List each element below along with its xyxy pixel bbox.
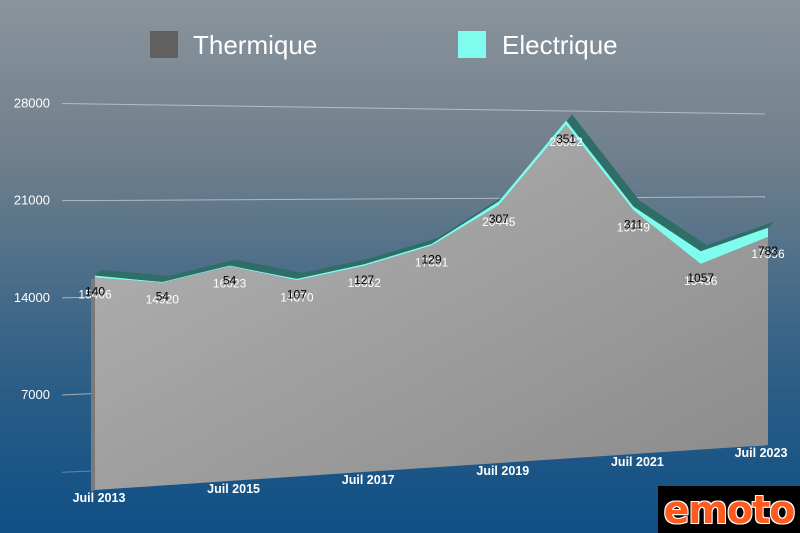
thermique-value-label: 17331 [415,256,449,270]
x-tick-label: Juil 2017 [342,473,395,487]
y-axis: 7000 14000 21000 28000 [14,96,50,403]
electrique-value-label: 54 [223,273,237,287]
legend-swatch-electrique [458,31,486,58]
x-tick-label: Juil 2021 [611,455,664,469]
electrique-value-label: 311 [624,217,643,231]
electrique-value-label: 129 [421,253,441,267]
x-tick-label: Juil 2019 [476,464,529,478]
area-thermique [95,124,768,490]
y-tick-label: 28000 [14,96,50,111]
y-tick-label: 21000 [14,193,50,208]
legend-label-thermique: Thermique [193,30,317,60]
electrique-value-label: 107 [287,287,307,301]
electrique-value-label: 54 [156,290,170,304]
thermique-value-label: 17596 [751,247,785,261]
electrique-value-label: 127 [354,273,374,287]
thermique-value-label: 15852 [348,276,382,290]
x-tick-label: Juil 2015 [207,482,260,496]
x-axis: Juil 2013 Juil 2015 Juil 2017 Juil 2019 Juil… [73,446,788,505]
y-tick-label: 14000 [14,290,50,305]
logo-text: emoto [663,487,796,532]
thermique-value-label: 19949 [617,220,651,234]
thermique-value-label: 15406 [78,288,112,302]
emoto-logo[interactable]: emoto [658,486,800,533]
electrique-value-label: 783 [758,244,778,258]
area-depth [95,114,774,283]
thermique-value-label: 15436 [684,274,718,288]
plot-area [91,114,774,492]
thermique-value-label: 14920 [146,293,180,307]
thermique-value-label: 14870 [280,290,314,304]
area-side [91,277,95,492]
legend-swatch-thermique [150,31,178,58]
thermique-value-label: 16023 [213,276,247,290]
electrique-value-label: 1057 [687,271,714,285]
legend-label-electrique: Electrique [502,30,618,60]
x-tick-label: Juil 2023 [735,446,788,460]
gridline [61,196,766,202]
thermique-value-label: 20445 [482,215,516,229]
electrique-value-label: 351 [556,132,576,146]
legend: Thermique Electrique [150,30,618,60]
gridline [61,103,766,115]
thermique-value-label: 26882 [549,135,583,149]
electrique-value-label: 140 [85,285,105,299]
data-labels: 1540614014920541602354148701071585212717… [78,132,785,307]
x-tick-label: Juil 2013 [73,491,126,505]
y-tick-label: 7000 [21,387,50,402]
electrique-value-label: 307 [489,212,509,226]
